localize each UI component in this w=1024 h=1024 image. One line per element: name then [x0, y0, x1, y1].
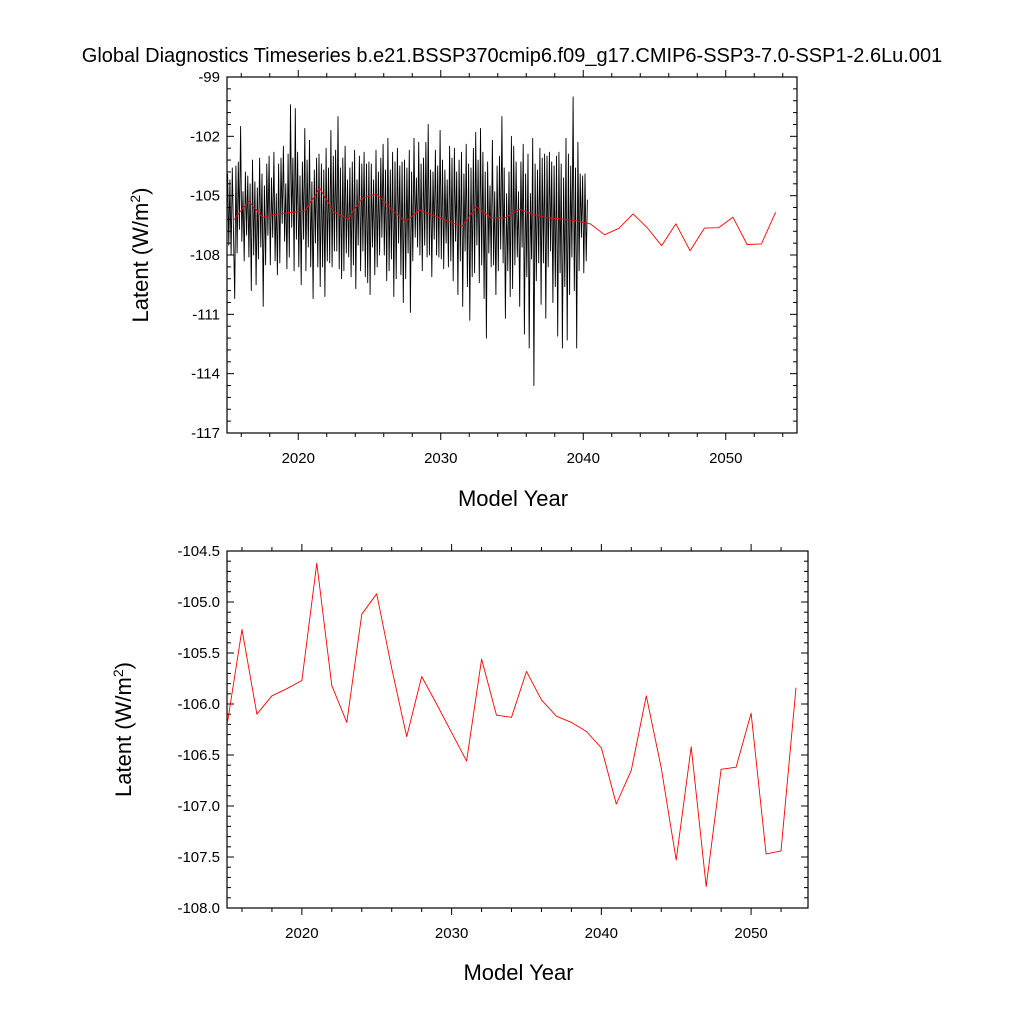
y-tick-label: -105 [190, 188, 220, 205]
chart-title: Global Diagnostics Timeseries b.e21.BSSP… [82, 45, 942, 67]
y-tick-label: -114 [191, 366, 220, 383]
series-line-annual-mean [233, 187, 777, 252]
y-tick-label: -106.5 [177, 747, 220, 764]
y-axis-title: Latent (W/m2) [110, 662, 136, 797]
x-tick-label: 2030 [435, 925, 468, 942]
y-tick-label: -108.0 [177, 900, 220, 917]
x-tick-label: 2050 [709, 450, 742, 467]
x-tick-label: 2050 [734, 925, 767, 942]
series-line-annual-mean [227, 562, 797, 888]
y-tick-label: -111 [192, 306, 220, 323]
x-tick-label: 2030 [424, 450, 457, 467]
y-tick-label: -102 [190, 128, 220, 145]
panel-monthly: -117 -114 -111 -108 -105 -102 -99 2020 2030 2040 2… [127, 69, 798, 511]
series-line-monthly [227, 96, 588, 386]
x-tick-label: 2020 [285, 925, 318, 942]
y-tick-label: -99 [198, 69, 220, 86]
y-axis-title: Latent (W/m2) [127, 188, 153, 323]
x-axis-title: Model Year [458, 486, 568, 511]
y-tick-label: -105.0 [177, 594, 220, 611]
x-axis-title: Model Year [463, 960, 573, 985]
y-tick-label: -108 [190, 247, 220, 264]
y-tick-label: -104.5 [177, 543, 220, 560]
x-tick-label: 2020 [282, 450, 315, 467]
y-tick-label: -106.0 [177, 696, 220, 713]
y-tick-label: -117 [191, 425, 220, 442]
y-tick-label: -107.0 [177, 798, 220, 815]
panel-annual: -108.0 -107.5 -107.0 -106.5 -106.0 -105.5 -105… [110, 543, 809, 985]
x-tick-label: 2040 [567, 450, 600, 467]
plot-frame [226, 550, 809, 909]
y-tick-label: -107.5 [177, 849, 220, 866]
y-tick-label: -105.5 [177, 645, 220, 662]
x-tick-label: 2040 [585, 925, 618, 942]
